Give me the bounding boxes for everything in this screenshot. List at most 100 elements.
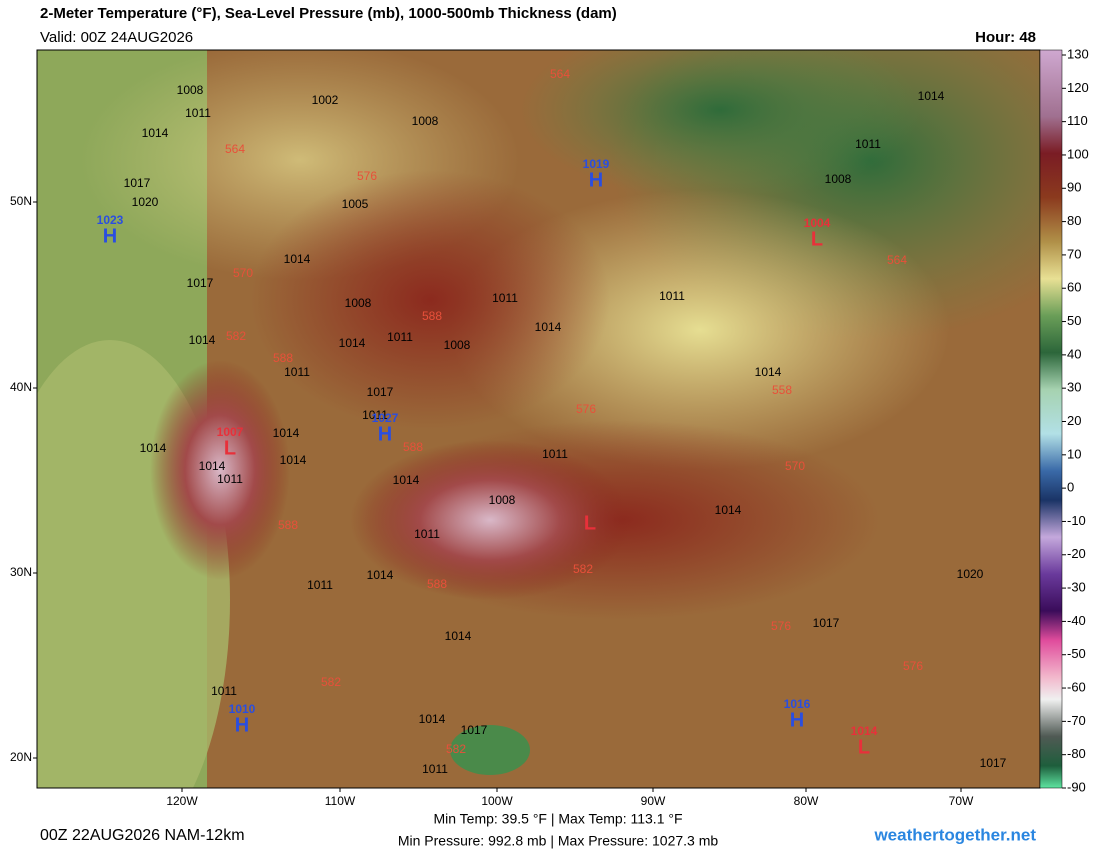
center-symbol: H [589, 169, 603, 191]
isobar-label: 1017 [461, 723, 488, 737]
thickness-label: 576 [357, 169, 377, 183]
isobar-label: 1014 [280, 453, 307, 467]
isobar-label: 1014 [189, 333, 216, 347]
colorbar-label: 20 [1067, 413, 1081, 428]
colorbar-label: -70 [1067, 713, 1086, 728]
thickness-label: 588 [278, 518, 298, 532]
isobar-label: 1014 [339, 336, 366, 350]
isobar-label: 1011 [217, 472, 243, 486]
thickness-label: 558 [772, 383, 792, 397]
isobar-label: 1014 [140, 441, 167, 455]
colorbar-label: 50 [1067, 313, 1081, 328]
lon-label: 120W [166, 794, 198, 808]
isobar-label: 1011 [362, 408, 388, 422]
isobar-label: 1017 [124, 176, 151, 190]
isobar-label: 1017 [980, 756, 1007, 770]
colorbar-label: 100 [1067, 146, 1089, 161]
isobar-label: 1014 [142, 126, 169, 140]
colorbar-label: 120 [1067, 80, 1089, 95]
center-symbol: L [224, 437, 236, 459]
isobar-label: 1011 [855, 137, 881, 151]
isobar-label: 1014 [755, 365, 782, 379]
center-pressure: 1016 [784, 697, 811, 711]
lat-label: 50N [10, 194, 32, 208]
center-pressure: 1023 [97, 213, 124, 227]
pressure-stats: Min Pressure: 992.8 mb | Max Pressure: 1… [398, 833, 719, 849]
colorbar-label: 40 [1067, 346, 1081, 361]
colorbar-label: -50 [1067, 646, 1086, 661]
center-pressure: 1027 [372, 411, 399, 425]
isobar-label: 1014 [918, 89, 945, 103]
thickness-label: 570 [785, 459, 805, 473]
colorbar [1039, 49, 1063, 789]
colorbar-label: 30 [1067, 380, 1081, 395]
thickness-label: 576 [903, 659, 923, 673]
center-symbol: H [790, 709, 804, 731]
valid-time: Valid: 00Z 24AUG2026 [40, 29, 193, 46]
lon-label: 70W [949, 794, 974, 808]
isobar-label: 1017 [813, 616, 840, 630]
isobar-label: 1005 [342, 197, 369, 211]
thickness-label: 588 [422, 309, 442, 323]
isobar-label: 1014 [284, 252, 311, 266]
center-pressure: 1007 [217, 425, 244, 439]
thickness-label: 564 [225, 142, 245, 156]
isobar-label: 1014 [715, 503, 742, 517]
center-symbol: H [235, 714, 249, 736]
isobar-label: 1008 [412, 114, 439, 128]
isobar-label: 1011 [542, 447, 568, 461]
center-symbol: L [811, 228, 823, 250]
colorbar-label: -90 [1067, 779, 1086, 794]
temp-stats: Min Temp: 39.5 °F | Max Temp: 113.1 °F [433, 811, 682, 827]
thickness-label: 582 [321, 675, 341, 689]
isobar-label: 1011 [492, 291, 518, 305]
colorbar-label: -30 [1067, 580, 1086, 595]
isobar-label: 1011 [284, 365, 310, 379]
center-symbol: L [584, 512, 596, 534]
isobar-label: 1014 [367, 568, 394, 582]
isobar-label: 1014 [273, 426, 300, 440]
model-run: 00Z 22AUG2026 NAM-12km [40, 827, 245, 844]
lat-label: 20N [10, 750, 32, 764]
colorbar-label: -40 [1067, 613, 1086, 628]
center-pressure: 1010 [229, 702, 256, 716]
lat-label: 30N [10, 565, 32, 579]
isobar-label: 1014 [445, 629, 472, 643]
isobar-label: 1002 [312, 93, 339, 107]
center-symbol: H [103, 225, 117, 247]
lon-label: 90W [641, 794, 666, 808]
colorbar-label: 90 [1067, 180, 1081, 195]
colorbar-label: -60 [1067, 679, 1086, 694]
forecast-hour: Hour: 48 [975, 29, 1036, 46]
thickness-label: 576 [771, 619, 791, 633]
thickness-label: 564 [550, 67, 570, 81]
isobar-label: 1008 [825, 172, 852, 186]
isobar-label: 1008 [444, 338, 471, 352]
thickness-label: 564 [887, 253, 907, 267]
colorbar-label: 130 [1067, 46, 1089, 61]
thickness-label: 588 [273, 351, 293, 365]
isobar-label: 1014 [199, 459, 226, 473]
colorbar-label: 60 [1067, 280, 1081, 295]
center-symbol: H [378, 423, 392, 445]
thickness-label: 582 [446, 742, 466, 756]
colorbar-label: 70 [1067, 246, 1081, 261]
center-pressure: 1019 [583, 157, 610, 171]
colorbar-label: 10 [1067, 446, 1081, 461]
colorbar-label: 110 [1067, 113, 1088, 128]
lon-label: 80W [794, 794, 819, 808]
thickness-label: 570 [233, 266, 253, 280]
isobar-label: 1020 [957, 567, 984, 581]
colorbar-label: -10 [1067, 513, 1086, 528]
thickness-label: 588 [427, 577, 447, 591]
isobar-label: 1020 [132, 195, 159, 209]
isobar-label: 1011 [414, 527, 440, 541]
thickness-label: 588 [403, 440, 423, 454]
isobar-label: 1014 [393, 473, 420, 487]
lon-label: 100W [481, 794, 513, 808]
isobar-label: 1011 [659, 289, 685, 303]
title: 2-Meter Temperature (°F), Sea-Level Pres… [40, 5, 617, 22]
isobar-label: 1011 [307, 578, 333, 592]
